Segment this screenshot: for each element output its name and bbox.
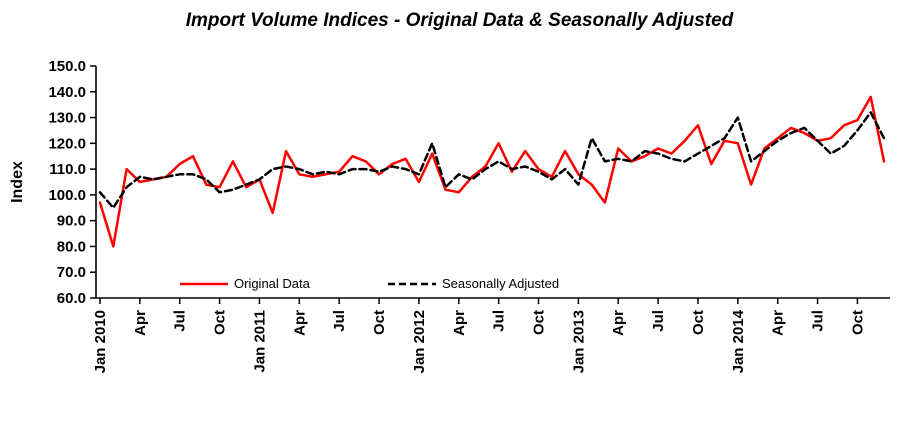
x-tick-label: Jul xyxy=(810,310,827,332)
chart-axes: 60.0 70.0 80.0 90.0 100.0 110.0 120.0 130.0 140.… xyxy=(48,58,890,373)
y-tick-label: 140.0 xyxy=(48,84,86,101)
x-tick-label: Apr xyxy=(132,310,149,336)
x-tick-label: Oct xyxy=(849,310,866,335)
x-tick-label: Jul xyxy=(172,310,189,332)
series-line-1 xyxy=(98,111,886,210)
x-tick-label: Oct xyxy=(531,310,548,335)
x-tick-label: Jan 2012 xyxy=(411,310,428,373)
y-tick-label: 100.0 xyxy=(48,187,86,204)
x-tick-label: Jan 2011 xyxy=(251,310,268,373)
chart-title: Import Volume Indices - Original Data & … xyxy=(185,10,734,31)
legend-label-original-data: Original Data xyxy=(234,276,311,291)
chart-series xyxy=(98,95,886,248)
x-tick-label: Apr xyxy=(770,310,787,336)
x-tick-label: Oct xyxy=(212,310,229,335)
x-tick-label: Jul xyxy=(331,310,348,332)
y-tick-label: 90.0 xyxy=(57,213,86,230)
x-tick-label: Jul xyxy=(491,310,508,332)
y-axis-title: Index xyxy=(9,161,26,203)
y-tick-label: 120.0 xyxy=(48,135,86,152)
y-tick-label: 60.0 xyxy=(57,290,86,307)
x-tick-label: Apr xyxy=(610,310,627,336)
y-tick-label: 110.0 xyxy=(49,161,86,178)
chart-svg: Index 60.0 70.0 80.0 90.0 100.0 110.0 120.0 130… xyxy=(9,58,890,373)
x-tick-label: Oct xyxy=(371,310,388,335)
x-tick-label: Apr xyxy=(451,310,468,336)
legend-label-seasonally-adjusted: Seasonally Adjusted xyxy=(442,276,559,291)
x-tick-label: Jan 2014 xyxy=(730,309,747,373)
x-tick-label: Jan 2010 xyxy=(92,310,109,373)
x-tick-label: Oct xyxy=(690,310,707,335)
chart-legend: Original Data Seasonally Adjusted xyxy=(180,276,559,291)
y-tick-label: 150.0 xyxy=(48,58,86,75)
series-line-0 xyxy=(98,95,886,248)
y-tick-label: 130.0 xyxy=(48,110,86,127)
y-tick-label: 80.0 xyxy=(57,238,86,255)
y-tick-label: 70.0 xyxy=(57,264,86,281)
x-tick-label: Jul xyxy=(650,310,667,332)
x-tick-label: Apr xyxy=(291,310,308,336)
x-tick-label: Jan 2013 xyxy=(570,310,587,373)
